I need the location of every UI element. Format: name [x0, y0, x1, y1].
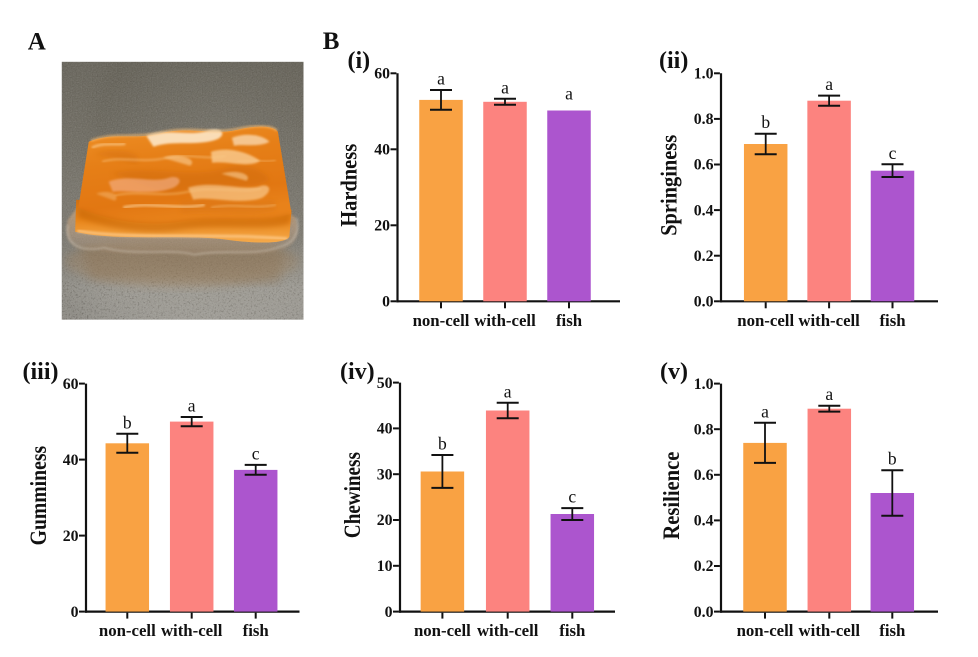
svg-text:0.2: 0.2	[694, 248, 714, 265]
svg-text:0.0: 0.0	[694, 604, 714, 621]
svg-text:fish: fish	[243, 621, 270, 640]
svg-text:60: 60	[63, 376, 79, 393]
svg-text:b: b	[888, 449, 897, 469]
svg-text:a: a	[825, 74, 833, 94]
svg-text:0.6: 0.6	[694, 157, 714, 174]
svg-text:0: 0	[382, 294, 390, 311]
svg-text:0.0: 0.0	[694, 294, 714, 311]
svg-text:non-cell: non-cell	[413, 311, 470, 330]
svg-text:a: a	[825, 384, 833, 404]
svg-text:0.8: 0.8	[694, 111, 714, 128]
svg-text:30: 30	[377, 466, 393, 483]
svg-text:Hardness: Hardness	[337, 144, 363, 227]
svg-text:0.4: 0.4	[694, 202, 714, 219]
svg-text:b: b	[761, 112, 770, 132]
svg-text:20: 20	[63, 528, 79, 545]
svg-text:50: 50	[377, 375, 393, 392]
svg-text:a: a	[504, 381, 512, 401]
svg-text:Gumminess: Gumminess	[26, 446, 52, 545]
svg-text:0.4: 0.4	[694, 513, 714, 530]
svg-text:40: 40	[374, 142, 390, 159]
svg-text:0: 0	[71, 604, 79, 621]
svg-text:a: a	[501, 77, 509, 97]
svg-text:b: b	[123, 412, 132, 432]
svg-text:(iv): (iv)	[340, 359, 375, 385]
svg-text:a: a	[437, 69, 445, 89]
svg-text:0: 0	[385, 604, 393, 621]
svg-text:40: 40	[63, 452, 79, 469]
svg-text:1.0: 1.0	[694, 66, 714, 83]
svg-text:60: 60	[374, 66, 390, 83]
svg-text:c: c	[252, 443, 260, 463]
svg-text:with-cell: with-cell	[798, 311, 860, 330]
svg-text:(iii): (iii)	[23, 359, 59, 385]
svg-text:Resilience: Resilience	[659, 452, 685, 540]
svg-text:Springiness: Springiness	[657, 135, 683, 236]
svg-text:fish: fish	[879, 621, 906, 640]
svg-text:non-cell: non-cell	[414, 621, 471, 640]
svg-text:(v): (v)	[660, 359, 688, 385]
svg-text:with-cell: with-cell	[474, 311, 536, 330]
svg-text:non-cell: non-cell	[99, 621, 156, 640]
svg-text:a: a	[565, 84, 573, 104]
svg-text:fish: fish	[556, 311, 583, 330]
svg-text:with-cell: with-cell	[799, 621, 861, 640]
svg-text:20: 20	[374, 218, 390, 235]
svg-text:0.2: 0.2	[694, 558, 714, 575]
svg-text:non-cell: non-cell	[737, 621, 794, 640]
svg-text:fish: fish	[559, 621, 586, 640]
svg-text:(i): (i)	[348, 48, 371, 74]
svg-text:c: c	[889, 143, 897, 163]
svg-text:B: B	[323, 28, 340, 55]
svg-text:a: a	[188, 396, 196, 416]
svg-text:0.6: 0.6	[694, 467, 714, 484]
svg-text:20: 20	[377, 512, 393, 529]
svg-text:non-cell: non-cell	[737, 311, 794, 330]
svg-text:b: b	[438, 434, 447, 454]
svg-text:with-cell: with-cell	[477, 621, 539, 640]
svg-text:with-cell: with-cell	[161, 621, 223, 640]
svg-text:fish: fish	[879, 311, 906, 330]
svg-text:c: c	[568, 487, 576, 507]
svg-text:0.8: 0.8	[694, 421, 714, 438]
svg-text:1.0: 1.0	[694, 376, 714, 393]
svg-text:a: a	[761, 401, 769, 421]
svg-text:Chewiness: Chewiness	[340, 452, 366, 538]
svg-text:10: 10	[377, 558, 393, 575]
svg-text:(ii): (ii)	[659, 48, 688, 74]
svg-text:A: A	[28, 28, 46, 55]
svg-text:40: 40	[377, 421, 393, 438]
